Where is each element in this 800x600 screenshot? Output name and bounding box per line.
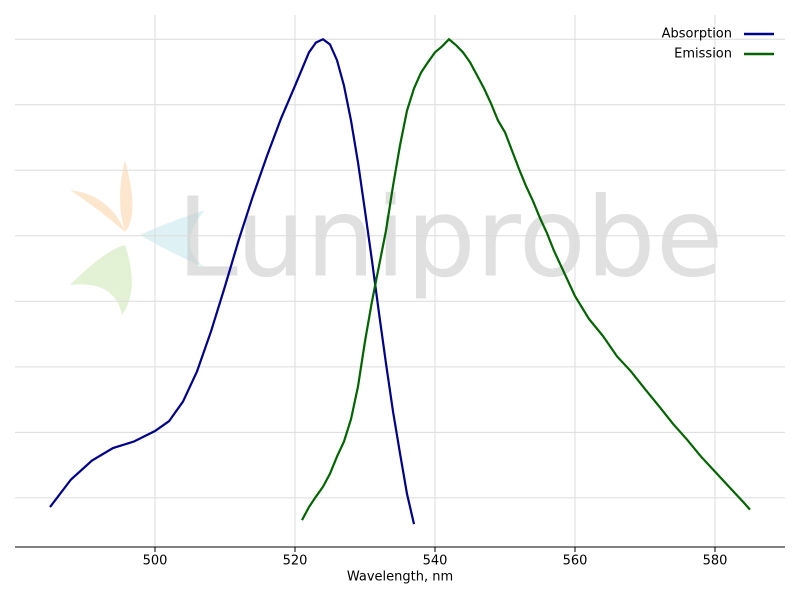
legend-label: Absorption: [662, 27, 732, 42]
series-line: [301, 37, 751, 521]
x-tick-label: 580: [703, 554, 728, 569]
x-axis-label: Wavelength, nm: [347, 570, 453, 585]
legend-label: Emission: [674, 47, 732, 62]
x-tick-label: 540: [423, 554, 448, 569]
x-tick-label: 520: [283, 554, 308, 569]
watermark-logo: [70, 160, 205, 315]
x-tick-label: 560: [563, 554, 588, 569]
series-line: [49, 37, 416, 525]
watermark-text: Luniprobe: [177, 173, 724, 301]
x-tick-label: 500: [143, 554, 168, 569]
